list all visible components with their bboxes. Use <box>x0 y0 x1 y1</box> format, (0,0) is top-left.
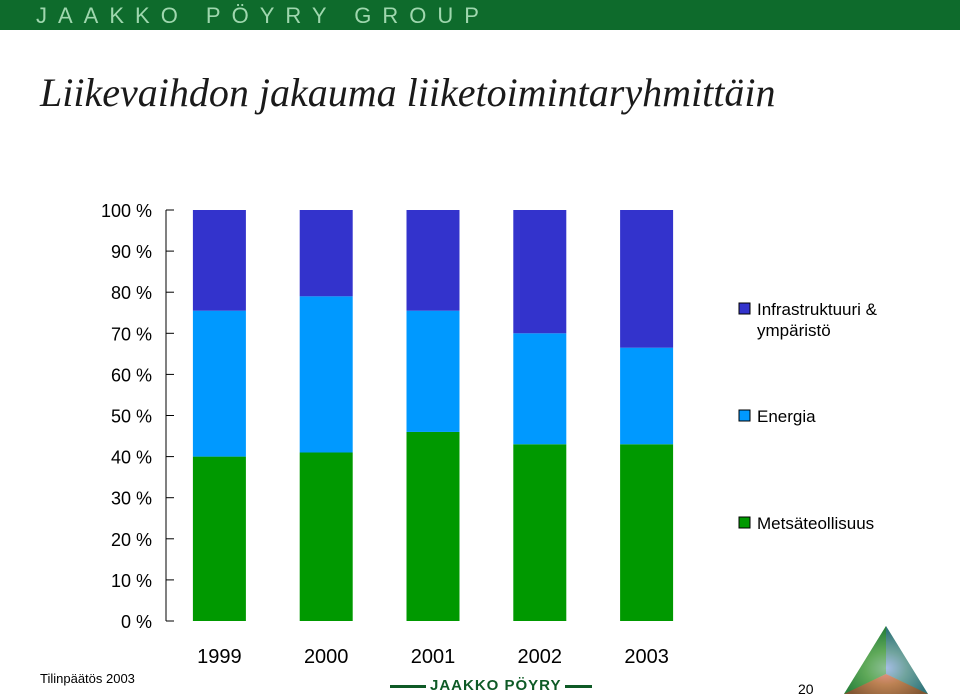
y-tick-label: 90 % <box>111 242 152 262</box>
bar-segment <box>620 444 674 621</box>
brand-name: JAAKKO PÖYRY GROUP <box>36 3 490 28</box>
bar-segment <box>299 296 353 453</box>
x-axis-tick-labels: 1999 2000 2001 2002 2003 <box>197 646 669 668</box>
y-tick-label: 10 % <box>111 571 152 591</box>
y-tick-label: 40 % <box>111 448 152 468</box>
x-tick-label: 2000 <box>304 646 349 668</box>
y-tick-label: 0 % <box>121 612 152 632</box>
x-tick-label: 1999 <box>197 646 242 668</box>
bar-layer <box>192 210 674 621</box>
legend-label: ympäristö <box>757 321 831 340</box>
y-tick-label: 30 % <box>111 489 152 509</box>
x-tick-label: 2002 <box>518 646 563 668</box>
y-tick-label: 50 % <box>111 407 152 427</box>
legend-label: Energia <box>757 407 816 426</box>
slide-title: Liikevaihdon jakauma liiketoimintaryhmit… <box>40 70 776 115</box>
triangle-logo-icon <box>844 626 928 694</box>
x-tick-label: 2001 <box>411 646 456 668</box>
footer-logo: JAAKKO PÖYRY <box>390 678 592 696</box>
y-tick-label: 60 % <box>111 365 152 385</box>
y-tick-label: 100 % <box>101 201 152 221</box>
bar-segment <box>192 310 246 457</box>
footer-report-label: Tilinpäätös 2003 <box>40 671 135 686</box>
legend-label: Infrastruktuuri & <box>757 300 878 319</box>
bar-segment <box>192 210 246 311</box>
bar-segment <box>620 210 674 348</box>
bar-segment <box>406 310 460 432</box>
bar-segment <box>299 210 353 297</box>
bar-segment <box>513 210 567 334</box>
footer-logo-text: JAAKKO PÖYRY <box>426 678 566 694</box>
legend-swatch <box>738 516 751 529</box>
y-axis-tick-labels: 0 % 10 % 20 % 30 % 40 % 50 % 60 % 70 % 80 % 90 % 1… <box>101 201 152 632</box>
y-tick-label: 70 % <box>111 324 152 344</box>
x-tick-label: 2003 <box>624 646 669 668</box>
legend-swatch <box>738 302 751 315</box>
bar-segment <box>299 452 353 621</box>
bar-segment <box>406 431 460 621</box>
bar-segment <box>513 333 567 445</box>
bar-segment <box>513 444 567 621</box>
legend-label: Metsäteollisuus <box>757 514 874 533</box>
legend-swatch <box>738 409 751 422</box>
bar-segment <box>406 210 460 311</box>
bar-segment <box>192 456 246 621</box>
legend: Infrastruktuuri & ympäristö Energia Metsäte… <box>738 300 878 533</box>
header-bar: JAAKKO PÖYRY GROUP <box>0 0 960 30</box>
grid-layer <box>165 209 174 622</box>
bar-segment <box>620 347 674 445</box>
page-number: 20 <box>798 681 814 697</box>
y-tick-label: 20 % <box>111 530 152 550</box>
y-tick-label: 80 % <box>111 283 152 303</box>
